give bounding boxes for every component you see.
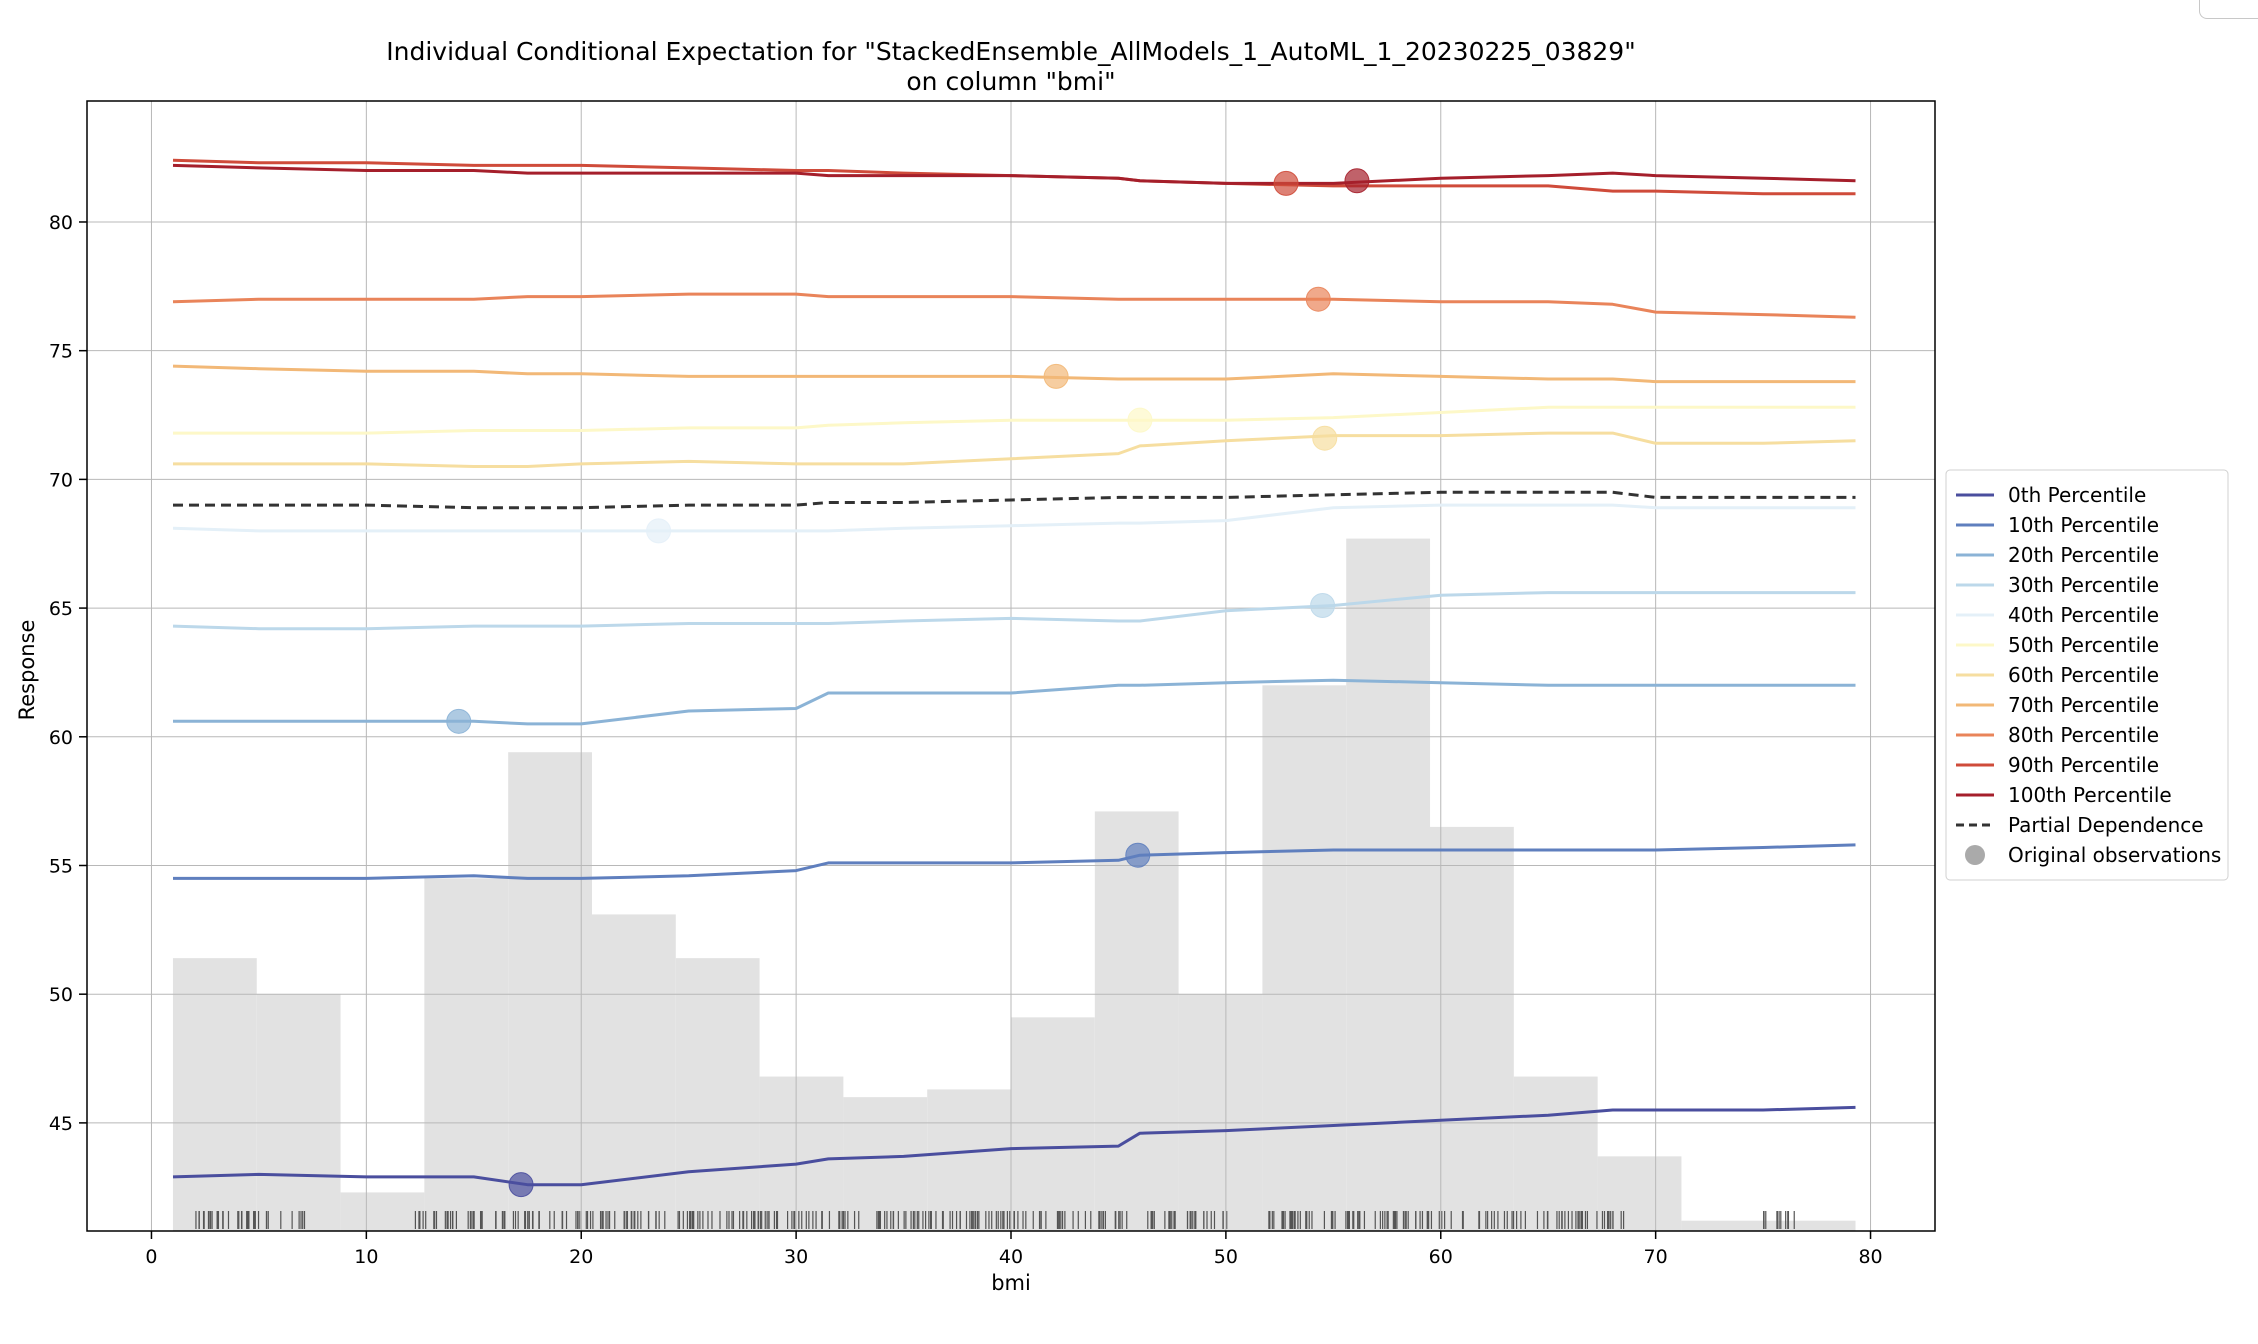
y-tick-label: 60 xyxy=(49,727,73,749)
legend-label: 10th Percentile xyxy=(2008,513,2159,537)
series-line xyxy=(172,503,1856,533)
observation-point xyxy=(1312,425,1338,451)
series-line xyxy=(172,1105,1856,1187)
legend-swatch xyxy=(1965,845,1985,865)
histogram-bar xyxy=(1346,538,1431,1231)
histogram-bar xyxy=(759,1076,844,1231)
legend-label: 70th Percentile xyxy=(2008,693,2159,717)
series-line xyxy=(172,364,1856,384)
x-tick-label: 40 xyxy=(999,1246,1023,1268)
series-line xyxy=(173,431,1856,468)
legend-label: 60th Percentile xyxy=(2008,663,2159,687)
legend-box xyxy=(1945,469,2229,881)
histogram-bar xyxy=(424,878,509,1231)
ice-lines xyxy=(172,158,1856,1187)
series-line xyxy=(173,843,1856,880)
y-tick-label: 80 xyxy=(49,212,73,234)
legend-label: 100th Percentile xyxy=(2008,783,2172,807)
y-tick-label: 50 xyxy=(49,984,73,1006)
x-tick-label: 80 xyxy=(1858,1246,1882,1268)
legend-label: 90th Percentile xyxy=(2008,753,2159,777)
y-axis-label: Response xyxy=(15,620,39,721)
histogram-bar xyxy=(1094,811,1179,1231)
observation-points xyxy=(446,168,1370,1198)
histogram-bar xyxy=(172,958,257,1231)
histogram-bar xyxy=(591,914,676,1231)
y-tick-label: 70 xyxy=(49,469,73,491)
x-tick-label: 70 xyxy=(1644,1246,1668,1268)
x-tick-label: 30 xyxy=(784,1246,808,1268)
histogram-bar xyxy=(1681,1220,1856,1231)
series-line xyxy=(173,678,1856,726)
legend-label: 30th Percentile xyxy=(2008,573,2159,597)
observation-point xyxy=(1344,168,1370,194)
legend-label: 50th Percentile xyxy=(2008,633,2159,657)
legend-label: 0th Percentile xyxy=(2008,483,2146,507)
histogram-bar xyxy=(1430,826,1514,1231)
chart-title: Individual Conditional Expectation for "… xyxy=(386,37,1635,66)
observation-point xyxy=(1310,593,1336,619)
histogram-bar xyxy=(1011,1017,1095,1231)
series-line xyxy=(172,591,1856,631)
x-tick-label: 20 xyxy=(569,1246,593,1268)
rug-plot xyxy=(195,1211,1795,1229)
series-line xyxy=(172,292,1856,319)
y-tick-label: 75 xyxy=(49,341,73,363)
observation-point xyxy=(508,1172,534,1198)
histogram-bar xyxy=(843,1097,928,1231)
histogram-bar xyxy=(1262,685,1347,1231)
legend-label: Partial Dependence xyxy=(2008,813,2204,837)
histogram-bar xyxy=(1178,994,1263,1231)
observation-point xyxy=(1305,286,1331,312)
y-tick-label: 45 xyxy=(49,1113,73,1135)
grid xyxy=(87,101,1935,1231)
x-axis-label: bmi xyxy=(991,1271,1031,1295)
legend-label: 20th Percentile xyxy=(2008,543,2159,567)
y-axis: 45 50 55 60 65 70 75 80 xyxy=(49,212,87,1135)
histogram-bar xyxy=(927,1089,1011,1231)
histogram-bar xyxy=(1513,1076,1598,1231)
histogram-bar xyxy=(256,994,341,1231)
y-tick-label: 65 xyxy=(49,598,73,620)
legend-label: 80th Percentile xyxy=(2008,723,2159,747)
histogram-bar xyxy=(340,1192,425,1231)
x-tick-label: 60 xyxy=(1429,1246,1453,1268)
legend-label: 40th Percentile xyxy=(2008,603,2159,627)
x-tick-label: 50 xyxy=(1214,1246,1238,1268)
observation-point xyxy=(1127,407,1153,433)
series-line xyxy=(172,163,1856,185)
x-tick-label: 10 xyxy=(354,1246,378,1268)
histogram xyxy=(172,538,1856,1231)
observation-point xyxy=(646,518,672,544)
observation-point xyxy=(1273,170,1299,196)
series-line xyxy=(173,405,1856,435)
histogram-bar xyxy=(675,958,760,1231)
observation-point xyxy=(1043,363,1069,389)
histogram-bar xyxy=(1597,1156,1682,1231)
legend-label: Original observations xyxy=(2008,843,2221,867)
y-tick-label: 55 xyxy=(49,855,73,877)
histogram-bar xyxy=(508,752,592,1231)
x-tick-label: 0 xyxy=(145,1246,157,1268)
corner-tab[interactable] xyxy=(2199,0,2258,19)
observation-point xyxy=(446,708,472,734)
legend: 0th Percentile 10th Percentile 20th Percen… xyxy=(1945,469,2229,881)
observation-point xyxy=(1125,842,1151,868)
chart-subtitle: on column "bmi" xyxy=(906,67,1115,96)
x-axis: 0 10 20 30 40 50 60 70 80 xyxy=(145,1231,1883,1268)
series-line xyxy=(173,490,1856,510)
